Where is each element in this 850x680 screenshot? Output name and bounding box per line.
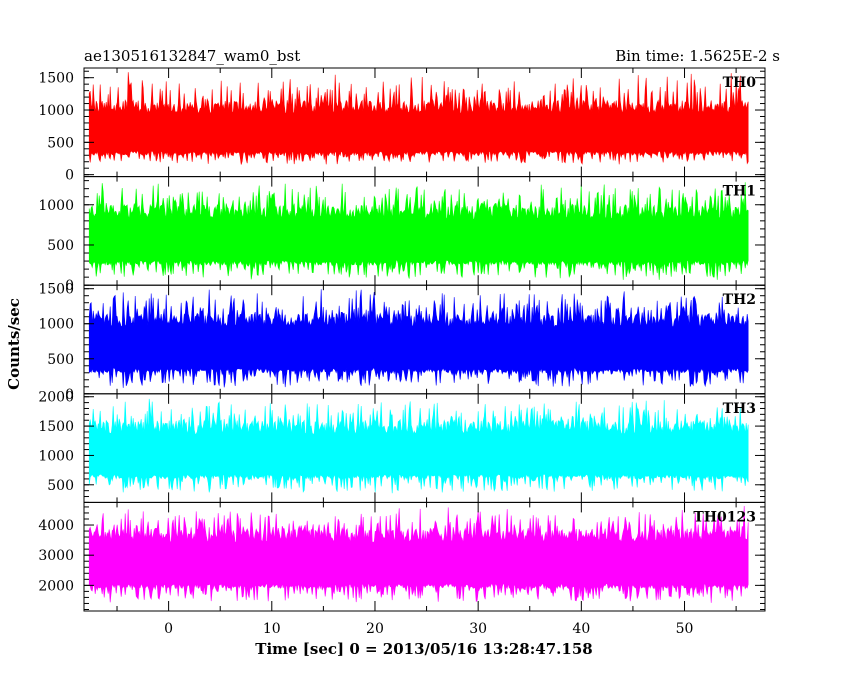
series-th1 <box>88 182 749 280</box>
y-tick-label: 500 <box>47 238 74 254</box>
y-tick-label: 2000 <box>38 578 74 594</box>
y-tick-label: 1500 <box>38 282 74 298</box>
x-tick-label: 10 <box>263 621 281 637</box>
y-axis-label: Counts/sec <box>5 298 23 390</box>
channel-label-th2: TH2 <box>723 292 756 308</box>
bin-time-label: Bin time: 1.5625E-2 s <box>615 47 780 65</box>
x-tick-label: 20 <box>366 621 384 637</box>
y-tick-label: 1000 <box>38 448 74 464</box>
series-th0123 <box>88 505 749 603</box>
y-tick-label: 500 <box>47 352 74 368</box>
y-tick-label: 2000 <box>38 390 74 406</box>
series-th3 <box>88 398 749 494</box>
x-tick-label: 50 <box>676 621 694 637</box>
x-tick-label: 0 <box>164 621 173 637</box>
y-tick-label: 0 <box>65 278 74 294</box>
y-tick-label: 1000 <box>38 317 74 333</box>
y-tick-label: 0 <box>65 168 74 184</box>
y-tick-label: 4000 <box>38 518 74 534</box>
channel-label-th1: TH1 <box>723 184 756 200</box>
plot-title: ae130516132847_wam0_bst <box>84 47 300 65</box>
channel-label-th0123: TH0123 <box>693 509 756 525</box>
x-axis-label: Time [sec] 0 = 2013/05/16 13:28:47.158 <box>255 640 592 658</box>
x-tick-label: 40 <box>572 621 590 637</box>
panel-frame-th0123 <box>83 501 766 612</box>
y-tick-label: 1500 <box>38 419 74 435</box>
y-tick-label: 1000 <box>38 103 74 119</box>
series-th0 <box>88 72 749 165</box>
x-tick-label: 30 <box>469 621 487 637</box>
y-tick-label: 500 <box>47 478 74 494</box>
y-tick-label: 1000 <box>38 198 74 214</box>
series-th2 <box>88 289 749 388</box>
y-tick-label: 3000 <box>38 548 74 564</box>
channel-label-th3: TH3 <box>723 401 756 417</box>
channel-label-th0: TH0 <box>723 75 757 91</box>
y-tick-label: 500 <box>47 135 74 151</box>
y-tick-label: 0 <box>65 387 74 403</box>
y-tick-label: 1500 <box>38 71 74 87</box>
